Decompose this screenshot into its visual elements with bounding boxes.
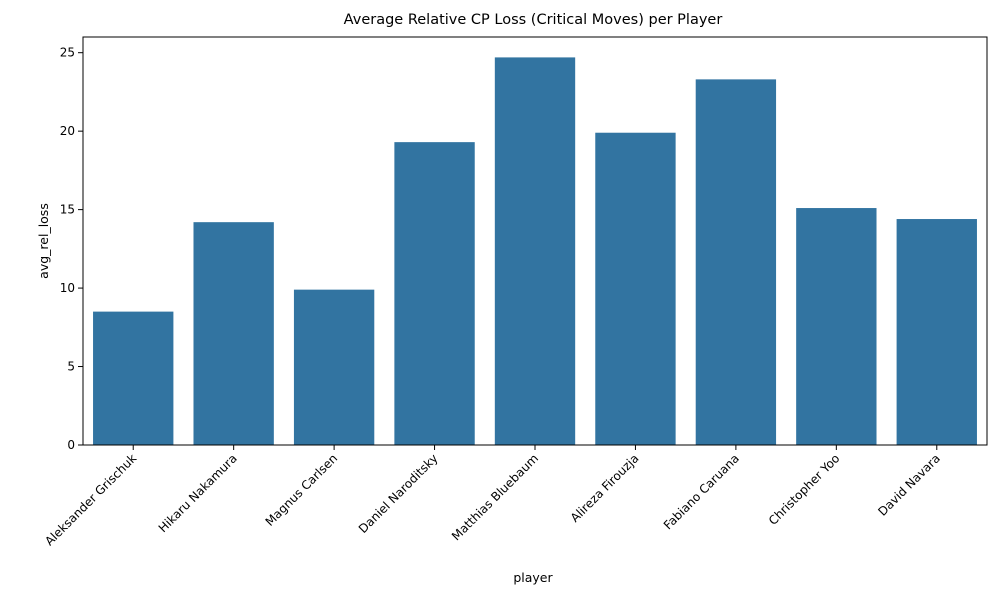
y-tick-label: 5	[67, 360, 75, 374]
x-tick-label: David Navara	[875, 451, 943, 519]
y-tick-label: 10	[60, 281, 75, 295]
y-axis: 0 5 10 15 20 25	[60, 46, 83, 452]
y-tick-label: 15	[60, 203, 75, 217]
x-tick-label: Fabiano Caruana	[661, 451, 742, 532]
x-tick-label: Aleksander Grischuk	[42, 451, 139, 548]
bar-7	[695, 79, 777, 445]
bars-group	[93, 57, 977, 446]
x-axis-label: player	[513, 570, 553, 585]
bar-8	[796, 208, 877, 445]
bar-9	[896, 219, 977, 445]
x-tick-label: Daniel Naroditsky	[356, 451, 441, 536]
x-tick-label: Magnus Carlsen	[263, 451, 341, 529]
bar-5	[494, 57, 576, 446]
bar-4	[394, 142, 475, 445]
plot-frame	[82, 36, 988, 446]
chart-title: Average Relative CP Loss (Critical Moves…	[344, 12, 723, 28]
y-axis-label: avg_rel_loss	[36, 203, 51, 279]
y-tick-label: 0	[67, 438, 75, 452]
x-tick-label: Matthias Bluebaum	[449, 451, 541, 543]
x-axis: Aleksander Grischuk Hikaru Nakamura Magnus…	[42, 445, 943, 548]
bar-2	[193, 222, 274, 445]
x-tick-label: Christopher Yoo	[766, 451, 843, 528]
bar-1	[93, 311, 174, 445]
bar-3	[293, 289, 375, 445]
bar-6	[595, 132, 676, 445]
x-tick-label: Alireza Firouzja	[568, 451, 642, 525]
x-tick-label: Hikaru Nakamura	[156, 451, 240, 535]
y-tick-label: 25	[60, 46, 75, 60]
y-tick-label: 20	[60, 124, 75, 138]
